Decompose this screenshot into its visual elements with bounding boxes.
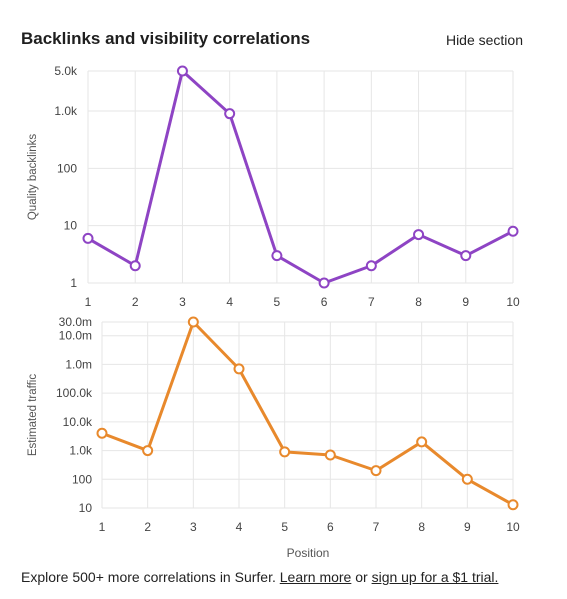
- y-tick-label: 1.0k: [54, 104, 78, 118]
- data-point[interactable]: [187, 316, 199, 328]
- data-point[interactable]: [324, 449, 336, 461]
- x-tick-label: 10: [506, 520, 520, 534]
- footer-text: Explore 500+ more correlations in Surfer…: [21, 569, 276, 585]
- footer-or: or: [355, 569, 368, 585]
- data-point[interactable]: [271, 250, 283, 262]
- x-tick-label: 7: [373, 520, 380, 534]
- y-tick-label: 10.0m: [59, 329, 92, 343]
- x-tick-label: 6: [321, 295, 328, 309]
- data-point[interactable]: [507, 225, 519, 237]
- x-tick-label: 8: [418, 520, 425, 534]
- data-point[interactable]: [279, 446, 291, 458]
- data-point[interactable]: [461, 473, 473, 485]
- y-tick-label: 10: [64, 219, 78, 233]
- data-point[interactable]: [370, 465, 382, 477]
- x-tick-label: 7: [368, 295, 375, 309]
- data-point[interactable]: [176, 65, 188, 77]
- data-point[interactable]: [413, 229, 425, 241]
- y-tick-label: 10: [79, 501, 93, 515]
- x-tick-label: 6: [327, 520, 334, 534]
- x-tick-label: 8: [415, 295, 422, 309]
- x-axis-label: Position: [287, 546, 330, 560]
- data-point[interactable]: [82, 232, 94, 244]
- x-tick-label: 1: [85, 295, 92, 309]
- data-point[interactable]: [460, 250, 472, 262]
- data-point[interactable]: [129, 260, 141, 272]
- x-tick-label: 2: [144, 520, 151, 534]
- y-tick-label: 100.0k: [56, 386, 93, 400]
- footer: Explore 500+ more correlations in Surfer…: [21, 569, 498, 585]
- x-tick-label: 1: [99, 520, 106, 534]
- data-point[interactable]: [365, 260, 377, 272]
- x-tick-label: 2: [132, 295, 139, 309]
- x-tick-label: 5: [274, 295, 281, 309]
- data-point[interactable]: [416, 436, 428, 448]
- learn-more-link[interactable]: Learn more: [279, 569, 352, 585]
- x-tick-label: 3: [179, 295, 186, 309]
- y-tick-label: 10.0k: [63, 415, 93, 429]
- data-point[interactable]: [507, 499, 519, 511]
- x-tick-label: 10: [506, 295, 520, 309]
- y-tick-label: 100: [72, 472, 92, 486]
- signup-link[interactable]: sign up for a $1 trial.: [371, 569, 499, 585]
- y-tick-label: 1.0m: [65, 357, 92, 371]
- section-title: Backlinks and visibility correlations: [21, 29, 311, 48]
- x-tick-label: 3: [190, 520, 197, 534]
- x-tick-label: 4: [226, 295, 233, 309]
- y-tick-label: 100: [57, 161, 77, 175]
- y-tick-label: 1: [70, 276, 77, 290]
- x-tick-label: 5: [281, 520, 288, 534]
- backlinks-chart: 1 10 100 1.0k 5.0k 1 2 3 4 5 6 7 8 9 10 Quality backlin…: [27, 64, 520, 309]
- x-tick-label: 4: [236, 520, 243, 534]
- data-point[interactable]: [96, 427, 108, 439]
- x-tick-label: 9: [464, 520, 471, 534]
- series-line: [100, 320, 515, 507]
- hide-section-button[interactable]: Hide section: [445, 32, 523, 48]
- y-tick-label: 1.0k: [69, 444, 93, 458]
- series-line: [86, 69, 515, 285]
- y-tick-label: 5.0k: [54, 64, 78, 78]
- data-point[interactable]: [142, 445, 154, 457]
- x-tick-label: 9: [462, 295, 469, 309]
- y-axis-label: Estimated traffic: [27, 374, 39, 456]
- y-axis-label: Quality backlinks: [27, 134, 39, 221]
- y-tick-label: 30.0m: [59, 315, 92, 329]
- data-point[interactable]: [233, 363, 245, 375]
- data-point[interactable]: [224, 108, 236, 120]
- data-point[interactable]: [318, 277, 330, 289]
